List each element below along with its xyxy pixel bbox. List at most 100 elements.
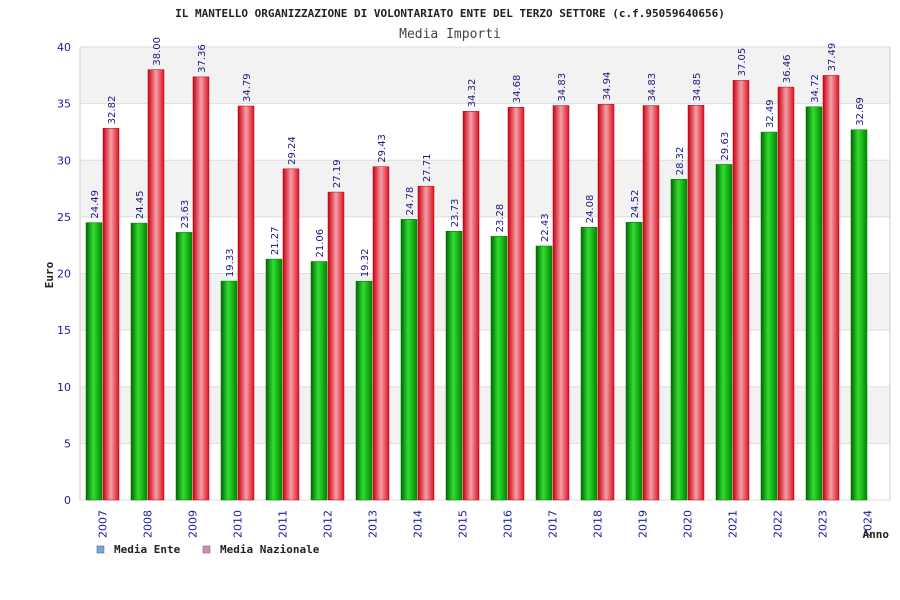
x-tick-label: 2011 bbox=[277, 510, 290, 538]
bar-media-nazionale-2010 bbox=[237, 105, 255, 501]
data-label: 32.69 bbox=[855, 97, 866, 126]
bar-media-ente-2013 bbox=[355, 280, 373, 501]
data-label: 24.49 bbox=[90, 190, 101, 219]
chart-subtitle: Media Importi bbox=[399, 27, 501, 42]
bar-media-nazionale-2020 bbox=[687, 105, 705, 501]
x-tick-label: 2012 bbox=[322, 510, 335, 538]
x-tick-label: 2020 bbox=[682, 510, 695, 538]
data-label: 34.83 bbox=[647, 73, 658, 102]
data-label: 27.71 bbox=[422, 154, 433, 183]
data-label: 32.49 bbox=[765, 99, 776, 128]
bar-media-ente-2018 bbox=[580, 227, 598, 501]
chart-title: IL MANTELLO ORGANIZZAZIONE DI VOLONTARIA… bbox=[175, 7, 725, 20]
bar-media-nazionale-2016 bbox=[507, 106, 525, 501]
data-label: 27.19 bbox=[332, 159, 343, 188]
plot-band bbox=[80, 273, 890, 331]
grid-lines bbox=[79, 46, 891, 501]
bar-media-ente-2022 bbox=[760, 131, 778, 501]
bar-media-nazionale-2023 bbox=[822, 75, 840, 501]
bar-media-ente-2014 bbox=[400, 219, 418, 501]
plot-band bbox=[80, 386, 890, 444]
x-tick-label: 2008 bbox=[142, 510, 155, 538]
y-tick-label: 25 bbox=[57, 211, 71, 224]
bars bbox=[85, 69, 868, 501]
y-tick-label: 5 bbox=[64, 437, 71, 450]
data-label: 37.36 bbox=[197, 44, 208, 73]
y-tick-label: 20 bbox=[57, 268, 71, 281]
bar-media-nazionale-2012 bbox=[327, 191, 345, 501]
bar-media-nazionale-2007 bbox=[102, 128, 120, 501]
y-axis-label: Euro bbox=[43, 261, 56, 288]
legend: Media Ente Media Nazionale bbox=[96, 543, 320, 556]
bar-media-ente-2016 bbox=[490, 236, 508, 501]
bar-media-nazionale-2011 bbox=[282, 168, 300, 501]
plot-band bbox=[80, 216, 890, 274]
plot-band bbox=[80, 160, 890, 217]
x-tick-label: 2017 bbox=[547, 510, 560, 538]
x-axis-label: Anno bbox=[863, 528, 890, 541]
bar-media-nazionale-2018 bbox=[597, 104, 615, 501]
bar-media-ente-2023 bbox=[805, 106, 823, 501]
data-label: 21.06 bbox=[315, 229, 326, 258]
data-label: 38.00 bbox=[152, 37, 163, 66]
data-label: 23.73 bbox=[450, 199, 461, 228]
bar-media-ente-2017 bbox=[535, 245, 553, 501]
legend-swatch bbox=[202, 545, 211, 554]
value-labels: 24.49 32.82 24.45 38.00 23.63 37.36 19.33 34.79… bbox=[90, 37, 866, 277]
bar-media-nazionale-2021 bbox=[732, 80, 750, 501]
bar-media-ente-2024 bbox=[850, 129, 868, 501]
data-label: 24.52 bbox=[630, 190, 641, 219]
bar-media-nazionale-2009 bbox=[192, 76, 210, 501]
x-tick-label: 2014 bbox=[412, 510, 425, 538]
x-tick-label: 2009 bbox=[187, 510, 200, 538]
data-label: 24.08 bbox=[585, 195, 596, 224]
x-tick-label: 2018 bbox=[592, 510, 605, 538]
data-label: 29.63 bbox=[720, 132, 731, 161]
x-tick-label: 2016 bbox=[502, 510, 515, 538]
x-tick-label: 2023 bbox=[817, 510, 830, 538]
data-label: 29.43 bbox=[377, 134, 388, 163]
data-label: 19.33 bbox=[225, 248, 236, 277]
legend-label: Media Nazionale bbox=[220, 543, 320, 556]
x-axis-ticks: 2007 2008 2009 2010 2011 2012 2013 2014 2015 2016… bbox=[97, 510, 875, 538]
y-axis-ticks: 0 5 10 15 20 25 30 35 40 bbox=[57, 41, 71, 507]
x-tick-label: 2007 bbox=[97, 510, 110, 538]
plot-band bbox=[80, 103, 890, 161]
bar-media-nazionale-2019 bbox=[642, 105, 660, 501]
x-tick-label: 2021 bbox=[727, 510, 740, 538]
bar-media-ente-2009 bbox=[175, 232, 193, 501]
bar-media-nazionale-2022 bbox=[777, 86, 795, 501]
bar-media-nazionale-2015 bbox=[462, 111, 480, 501]
data-label: 23.28 bbox=[495, 204, 506, 233]
data-label: 34.72 bbox=[810, 74, 821, 103]
data-label: 34.68 bbox=[512, 75, 523, 104]
data-label: 37.05 bbox=[737, 48, 748, 77]
data-label: 29.24 bbox=[287, 136, 298, 165]
data-label: 21.27 bbox=[270, 226, 281, 255]
bar-media-ente-2021 bbox=[715, 164, 733, 501]
bar-media-nazionale-2013 bbox=[372, 166, 390, 501]
bar-media-ente-2015 bbox=[445, 231, 463, 501]
x-tick-label: 2013 bbox=[367, 510, 380, 538]
x-tick-label: 2019 bbox=[637, 510, 650, 538]
data-label: 34.79 bbox=[242, 73, 253, 102]
data-label: 23.63 bbox=[180, 200, 191, 229]
bar-media-ente-2007 bbox=[85, 222, 103, 501]
y-tick-label: 10 bbox=[57, 381, 71, 394]
data-label: 24.45 bbox=[135, 190, 146, 219]
bar-media-ente-2012 bbox=[310, 261, 328, 501]
x-tick-label: 2024 bbox=[862, 510, 875, 538]
bar-media-nazionale-2014 bbox=[417, 185, 435, 501]
data-label: 32.82 bbox=[107, 96, 118, 125]
y-tick-label: 40 bbox=[57, 41, 71, 54]
legend-swatch bbox=[96, 545, 105, 554]
legend-label: Media Ente bbox=[114, 543, 181, 556]
bar-media-ente-2008 bbox=[130, 222, 148, 501]
plot-band bbox=[80, 443, 890, 500]
x-tick-label: 2022 bbox=[772, 510, 785, 538]
data-label: 36.46 bbox=[782, 54, 793, 83]
y-tick-label: 0 bbox=[64, 494, 71, 507]
data-label: 34.94 bbox=[602, 72, 613, 101]
bar-media-nazionale-2008 bbox=[147, 69, 165, 501]
